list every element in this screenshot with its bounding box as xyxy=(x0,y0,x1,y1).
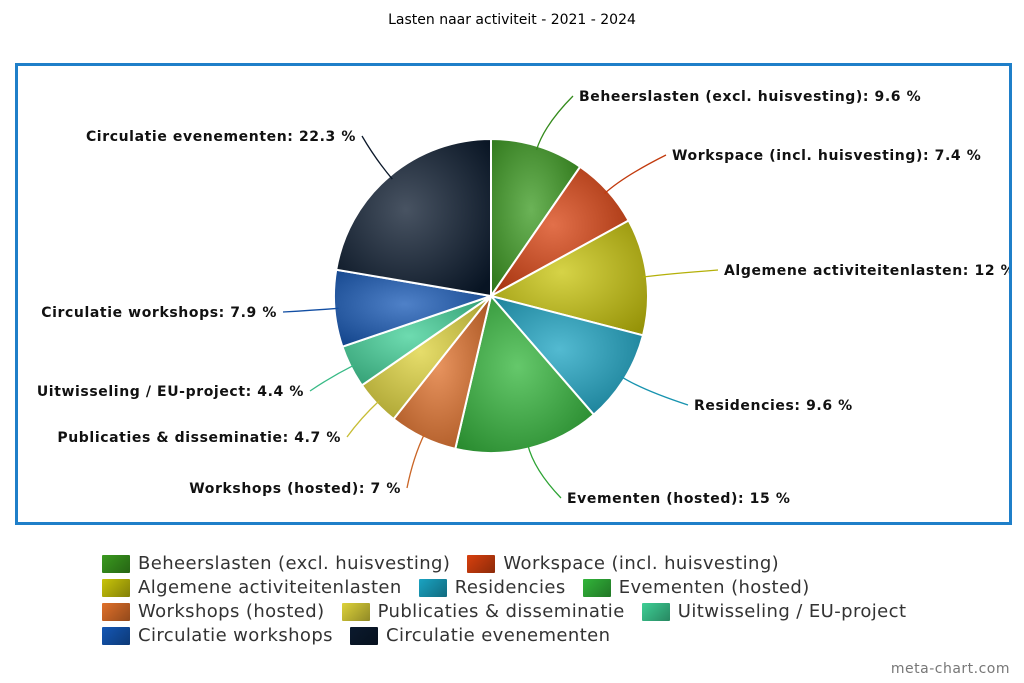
slice-label: Beheerslasten (excl. huisvesting): 9.6 % xyxy=(579,89,921,105)
leader-line xyxy=(346,400,380,438)
legend-swatch xyxy=(467,554,496,573)
leader-line xyxy=(535,95,574,151)
legend-swatch xyxy=(350,626,379,645)
slice-label: Uitwisseling / EU-project: 4.4 % xyxy=(37,384,304,400)
legend-swatch xyxy=(102,626,130,645)
legend-label: Workspace (incl. huisvesting) xyxy=(503,553,780,574)
legend-label: Beheerslasten (excl. huisvesting) xyxy=(138,553,451,574)
legend-label: Circulatie workshops xyxy=(138,625,333,646)
slice-label: Algemene activiteitenlasten: 12 % xyxy=(724,263,1009,279)
legend-item[interactable]: Uitwisseling / EU-project xyxy=(641,601,907,622)
watermark[interactable]: meta-chart.com xyxy=(890,661,1010,677)
leader-line xyxy=(406,433,426,489)
legend-row: Circulatie workshops Circulatie evenemen… xyxy=(102,625,1002,649)
plot-area: Beheerslasten (excl. huisvesting): 9.6 %… xyxy=(15,63,1012,525)
legend-row: Algemene activiteitenlasten Residencies … xyxy=(102,577,1002,601)
leader-line xyxy=(620,376,689,406)
slice-label: Circulatie evenementen: 22.3 % xyxy=(86,129,356,145)
legend-swatch xyxy=(102,554,130,573)
legend-swatch xyxy=(582,578,611,597)
legend-item[interactable]: Circulatie workshops xyxy=(102,625,333,646)
slice-label: Circulatie workshops: 7.9 % xyxy=(41,305,277,321)
legend-label: Uitwisseling / EU-project xyxy=(677,601,907,622)
legend-item[interactable]: Beheerslasten (excl. huisvesting) xyxy=(102,553,450,574)
slice-label: Residencies: 9.6 % xyxy=(694,398,853,414)
legend-row: Workshops (hosted) Publicaties & dissemi… xyxy=(102,601,1002,625)
slice-label: Publicaties & disseminatie: 4.7 % xyxy=(57,430,341,446)
legend-swatch xyxy=(418,578,447,597)
legend-item[interactable]: Workshops (hosted) xyxy=(102,601,325,622)
legend-item[interactable]: Algemene activiteitenlasten xyxy=(102,577,402,598)
pie-slices xyxy=(333,137,650,454)
legend-label: Residencies xyxy=(454,577,566,598)
legend-item[interactable]: Evementen (hosted) xyxy=(582,577,810,598)
legend-item[interactable]: Workspace (incl. huisvesting) xyxy=(467,553,779,574)
legend-swatch xyxy=(641,602,670,621)
leader-line xyxy=(309,364,355,392)
legend-item[interactable]: Residencies xyxy=(418,577,566,598)
leader-line xyxy=(527,444,562,499)
slice-label: Workshops (hosted): 7 % xyxy=(189,481,401,497)
legend-label: Evementen (hosted) xyxy=(618,577,810,598)
legend-swatch xyxy=(341,602,370,621)
legend-label: Algemene activiteitenlasten xyxy=(138,577,402,598)
slice-labels: Beheerslasten (excl. huisvesting): 9.6 %… xyxy=(37,89,1009,507)
leader-line xyxy=(361,135,393,180)
leader-lines xyxy=(282,95,719,499)
chart-title: Lasten naar activiteit - 2021 - 2024 xyxy=(388,12,636,28)
legend-label: Publicaties & disseminatie xyxy=(377,601,625,622)
legend-swatch xyxy=(102,578,130,597)
slice-label: Workspace (incl. huisvesting): 7.4 % xyxy=(672,148,981,164)
leader-line xyxy=(604,154,667,194)
legend-label: Workshops (hosted) xyxy=(138,601,325,622)
legend-item[interactable]: Circulatie evenementen xyxy=(350,625,610,646)
pie-slice-10[interactable] xyxy=(335,137,492,298)
legend-swatch xyxy=(102,602,130,621)
slice-label: Evementen (hosted): 15 % xyxy=(567,491,790,507)
legend: Beheerslasten (excl. huisvesting) Worksp… xyxy=(102,553,1002,649)
legend-row: Beheerslasten (excl. huisvesting) Worksp… xyxy=(102,553,1002,577)
leader-line xyxy=(642,269,719,278)
leader-line xyxy=(282,307,339,313)
legend-item[interactable]: Publicaties & disseminatie xyxy=(341,601,625,622)
pie-chart: Beheerslasten (excl. huisvesting): 9.6 %… xyxy=(37,89,1009,507)
legend-label: Circulatie evenementen xyxy=(386,625,611,646)
